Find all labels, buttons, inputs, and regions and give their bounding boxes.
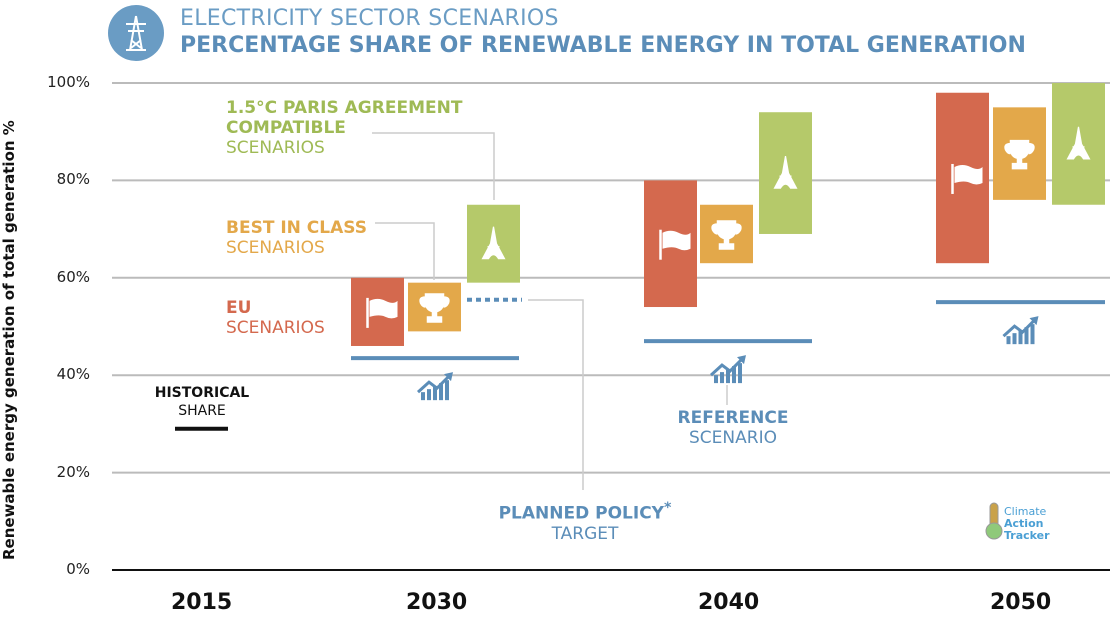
paris-label-line: SCENARIOS bbox=[226, 138, 325, 158]
flag-icon-cloth bbox=[369, 298, 398, 319]
range-bar-trophy-2040 bbox=[700, 204, 753, 264]
reference-label-line: SCENARIO bbox=[689, 428, 777, 448]
historical-label-line: SHARE bbox=[178, 403, 226, 419]
trend-bar bbox=[732, 366, 736, 384]
logo-line: Tracker bbox=[1004, 529, 1050, 542]
trend-bar bbox=[714, 375, 718, 384]
y-tick: 0% bbox=[66, 560, 90, 578]
x-tick: 2015 bbox=[171, 590, 233, 615]
trend-chart-icon bbox=[1002, 316, 1039, 345]
trend-bar bbox=[1006, 336, 1011, 345]
trend-bar bbox=[1024, 327, 1029, 345]
trend-chart-icon bbox=[709, 355, 746, 384]
eu-label-line: EU bbox=[226, 298, 252, 318]
trophy-icon bbox=[419, 293, 450, 323]
range-bar-eiffel-tower-2030 bbox=[467, 204, 520, 283]
paris-label-line: COMPATIBLE bbox=[226, 118, 346, 138]
trend-arrow bbox=[709, 358, 744, 377]
leader-line bbox=[372, 132, 495, 200]
x-tick: 2040 bbox=[698, 590, 760, 615]
range-bar-flag-2030 bbox=[351, 277, 404, 346]
trophy-icon bbox=[1004, 139, 1035, 170]
range-bar-trophy-2030 bbox=[408, 282, 461, 332]
eiffel-tower-icon bbox=[773, 155, 798, 189]
eu-label-line: SCENARIOS bbox=[226, 318, 325, 338]
range-bar-trophy-2050 bbox=[993, 107, 1046, 200]
y-tick: 80% bbox=[56, 170, 90, 188]
logo-line: Action bbox=[1004, 517, 1044, 530]
leader-line bbox=[528, 299, 584, 490]
range-bar-flag-2050 bbox=[936, 92, 989, 264]
trend-arrow bbox=[416, 375, 451, 394]
leader-line bbox=[375, 222, 435, 280]
best-label-line: BEST IN CLASS bbox=[226, 218, 367, 238]
y-tick: 100% bbox=[47, 73, 90, 91]
eu-label: EU SCENARIOS bbox=[226, 298, 325, 338]
icon-circle bbox=[108, 5, 164, 61]
policy-asterisk: * bbox=[664, 500, 672, 516]
y-tick: 40% bbox=[56, 365, 90, 383]
x-tick: 2030 bbox=[406, 590, 468, 615]
policy-label-line: PLANNED POLICY bbox=[498, 503, 664, 524]
best-label: BEST IN CLASS SCENARIOS bbox=[226, 218, 367, 258]
trend-bar bbox=[738, 363, 742, 384]
x-tick: 2050 bbox=[990, 590, 1052, 615]
trend-bar bbox=[421, 392, 425, 401]
chart-title: ELECTRICITY SECTOR SCENARIOS bbox=[180, 6, 559, 31]
power-pylon-icon bbox=[108, 5, 164, 61]
policy-label: PLANNED POLICY* TARGET bbox=[480, 498, 690, 544]
pylon-shape bbox=[126, 15, 146, 51]
paris-label: 1.5°C PARIS AGREEMENT COMPATIBLE SCENARI… bbox=[226, 98, 462, 158]
y-tick: 20% bbox=[56, 463, 90, 481]
logo-line: Climate bbox=[1004, 505, 1047, 518]
trend-bar bbox=[433, 386, 437, 401]
range-bar-flag-2040 bbox=[644, 180, 697, 308]
policy-label-line: TARGET bbox=[551, 523, 619, 544]
flag-icon-cloth bbox=[662, 230, 691, 251]
range-bar-eiffel-tower-2050 bbox=[1052, 83, 1105, 205]
reference-label: REFERENCE SCENARIO bbox=[668, 408, 798, 448]
historical-label: HISTORICAL SHARE bbox=[150, 384, 254, 420]
eiffel-tower-icon bbox=[481, 226, 506, 260]
trend-bar bbox=[445, 380, 449, 401]
trend-arrowhead bbox=[444, 372, 453, 382]
y-axis-label: Renewable energy generation of total gen… bbox=[0, 120, 18, 560]
trend-chart-icon bbox=[416, 372, 453, 401]
trend-bar bbox=[720, 372, 724, 384]
trend-bar bbox=[726, 369, 730, 384]
eiffel-tower-icon bbox=[1066, 126, 1091, 160]
trend-bar bbox=[1018, 330, 1023, 345]
flag-icon-cloth bbox=[954, 164, 983, 185]
trend-bar bbox=[1012, 333, 1017, 345]
logo-text: Climate Action Tracker bbox=[1004, 506, 1050, 542]
trend-bar bbox=[427, 389, 431, 401]
historical-label-line: HISTORICAL bbox=[154, 385, 250, 401]
paris-label-line: 1.5°C PARIS AGREEMENT bbox=[226, 98, 463, 118]
trend-bar bbox=[1030, 324, 1035, 345]
climate-action-tracker-logo bbox=[985, 502, 1003, 540]
trend-arrow bbox=[1002, 319, 1036, 338]
reference-label-line: REFERENCE bbox=[677, 408, 789, 428]
best-label-line: SCENARIOS bbox=[226, 238, 325, 258]
trend-arrowhead bbox=[1029, 316, 1039, 326]
range-bar-eiffel-tower-2040 bbox=[759, 112, 812, 234]
y-tick: 60% bbox=[56, 268, 90, 286]
chart-subtitle: PERCENTAGE SHARE OF RENEWABLE ENERGY IN … bbox=[180, 33, 1026, 58]
trend-bar bbox=[439, 383, 443, 401]
trophy-icon bbox=[711, 220, 742, 250]
thermometer-bulb bbox=[985, 522, 1003, 540]
trend-arrowhead bbox=[737, 355, 746, 365]
